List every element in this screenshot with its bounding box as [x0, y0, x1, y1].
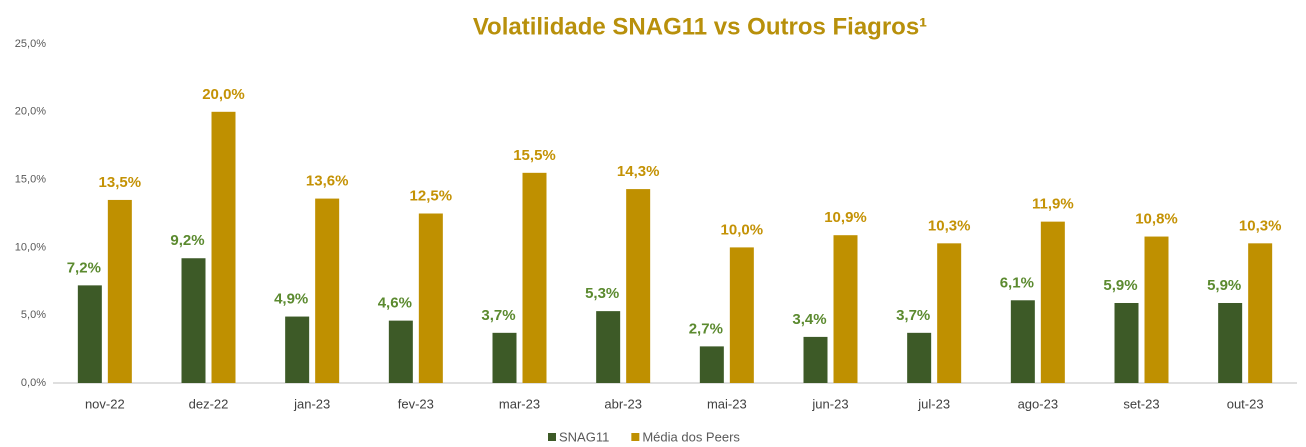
data-label: 12,5%	[410, 187, 453, 204]
data-label: 2,7%	[689, 320, 723, 337]
data-label: 13,5%	[99, 174, 142, 191]
data-label: 14,3%	[617, 163, 660, 180]
x-tick-label: jan-23	[293, 396, 330, 411]
bar	[1248, 243, 1273, 383]
x-tick-label: fev-23	[398, 396, 434, 411]
chart-title: Volatilidade SNAG11 vs Outros Fiagros¹	[473, 13, 927, 40]
bar	[626, 189, 651, 383]
y-tick-label: 10,0%	[15, 241, 46, 253]
data-label: 5,3%	[585, 285, 619, 302]
bar	[418, 213, 443, 383]
data-label: 3,4%	[792, 311, 826, 328]
bar	[1218, 302, 1243, 383]
data-label: 4,9%	[274, 291, 308, 308]
data-label: 10,9%	[824, 209, 867, 226]
bar	[1010, 300, 1035, 383]
data-label: 6,1%	[1000, 274, 1034, 291]
data-label: 10,0%	[721, 221, 764, 238]
x-tick-label: jul-23	[917, 396, 950, 411]
y-tick-label: 5,0%	[21, 309, 46, 321]
x-tick-label: dez-22	[189, 396, 229, 411]
x-tick-label: nov-22	[85, 396, 125, 411]
bar	[833, 235, 858, 383]
data-label: 15,5%	[513, 147, 556, 164]
bar	[803, 336, 828, 383]
y-tick-label: 20,0%	[15, 106, 46, 118]
x-tick-label: mai-23	[707, 396, 747, 411]
bar	[522, 172, 547, 383]
bar	[285, 316, 310, 383]
bar	[388, 320, 413, 383]
data-label: 10,3%	[928, 217, 971, 234]
data-label: 11,9%	[1032, 196, 1074, 213]
x-tick-label: abr-23	[604, 396, 642, 411]
x-tick-label: mar-23	[499, 396, 540, 411]
data-label: 3,7%	[481, 307, 515, 324]
bar	[1040, 221, 1065, 383]
legend-swatch	[631, 433, 640, 441]
legend-swatch	[548, 433, 556, 441]
bar	[77, 285, 102, 383]
y-tick-label: 25,0%	[15, 38, 46, 50]
data-label: 13,6%	[306, 173, 349, 190]
bar	[107, 199, 132, 383]
data-label: 9,2%	[170, 232, 204, 249]
bar	[699, 346, 724, 383]
data-label: 10,8%	[1135, 211, 1178, 228]
bar	[1114, 302, 1139, 383]
data-label: 3,7%	[896, 307, 930, 324]
bar	[1144, 236, 1169, 383]
legend-label: Média dos Peers	[642, 429, 740, 444]
bar	[907, 332, 932, 383]
data-label: 10,3%	[1239, 217, 1282, 234]
x-tick-label: ago-23	[1018, 396, 1058, 411]
data-label: 5,9%	[1103, 277, 1137, 294]
data-label: 4,6%	[378, 295, 412, 312]
bar	[315, 198, 340, 383]
bar	[211, 111, 236, 384]
x-tick-label: out-23	[1227, 396, 1264, 411]
bar	[492, 332, 517, 383]
data-label: 5,9%	[1207, 277, 1241, 294]
y-tick-label: 0,0%	[21, 377, 46, 389]
bar	[181, 258, 206, 383]
x-tick-label: set-23	[1123, 396, 1159, 411]
bar	[937, 243, 962, 383]
x-tick-label: jun-23	[811, 396, 848, 411]
legend-label: SNAG11	[559, 429, 609, 444]
bar	[596, 311, 621, 383]
y-tick-label: 15,0%	[15, 174, 46, 186]
data-label: 7,2%	[67, 259, 101, 276]
data-label: 20,0%	[202, 86, 245, 103]
bar	[729, 247, 754, 383]
